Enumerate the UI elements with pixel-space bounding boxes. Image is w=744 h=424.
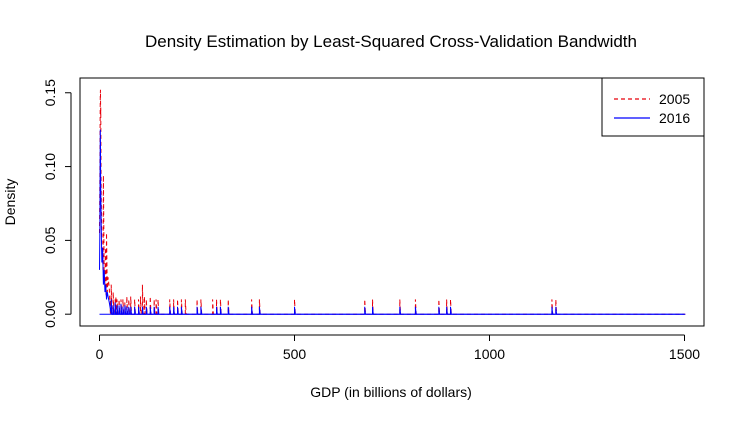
series-line-2005 — [99, 89, 686, 315]
chart-title: Density Estimation by Least-Squared Cros… — [145, 32, 637, 51]
series-layer — [99, 89, 686, 315]
y-axis-label: Density — [2, 179, 18, 226]
legend: 2005 2016 — [601, 77, 705, 137]
legend-box — [601, 77, 705, 137]
y-tick-label: 0.00 — [42, 300, 58, 327]
x-axis-label: GDP (in billions of dollars) — [310, 384, 472, 400]
series-line-2016 — [99, 129, 686, 315]
x-tick-label: 500 — [283, 346, 307, 362]
legend-label-2005: 2005 — [659, 91, 690, 107]
legend-label-2016: 2016 — [659, 110, 690, 126]
y-tick-label: 0.10 — [42, 153, 58, 180]
y-axis: 0.00 0.05 0.10 0.15 — [42, 79, 72, 328]
x-tick-label: 0 — [96, 346, 104, 362]
y-tick-label: 0.05 — [42, 227, 58, 254]
plot-area-border — [79, 77, 705, 327]
x-axis: 0 500 1000 1500 — [96, 334, 700, 362]
x-tick-label: 1000 — [474, 346, 505, 362]
x-tick-label: 1500 — [669, 346, 700, 362]
y-tick-label: 0.15 — [42, 79, 58, 106]
